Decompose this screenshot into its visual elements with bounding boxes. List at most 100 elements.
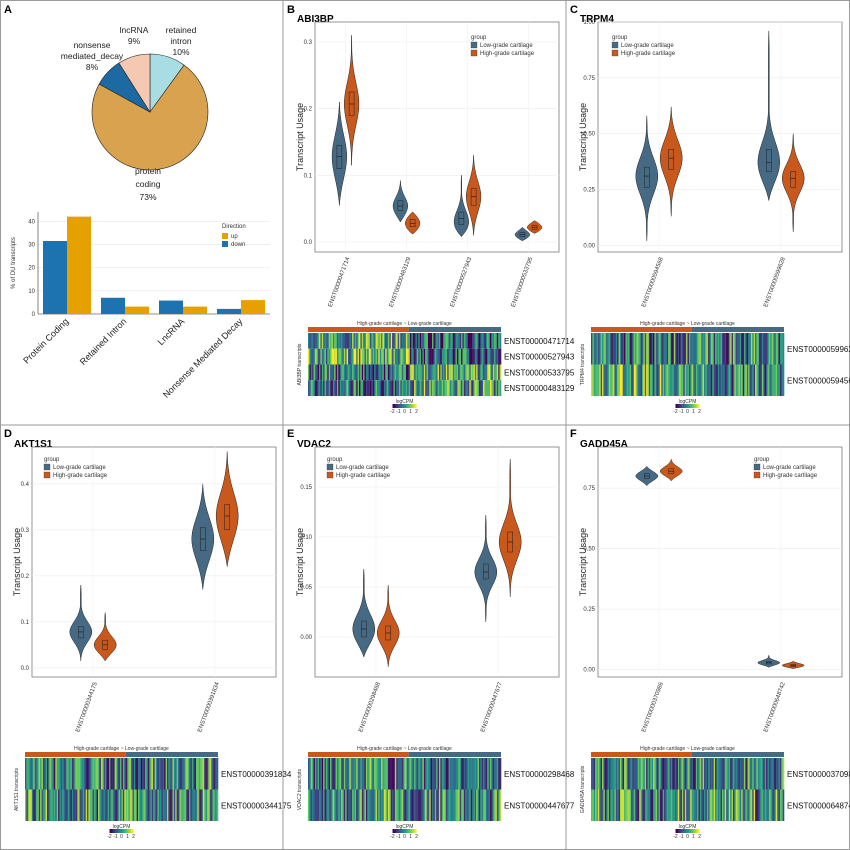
heatmap-cell (151, 758, 154, 790)
heatmap-cell (367, 348, 369, 365)
heatmap-cell (485, 333, 488, 349)
heatmap-cell (647, 789, 650, 821)
bar-lncrna-down (159, 300, 183, 314)
heatmap-cell (332, 789, 335, 821)
violin-enst00000370986-high (659, 458, 683, 482)
heatmap-cell (449, 758, 452, 790)
heatmap-cell (717, 364, 720, 396)
heatmap-cell (353, 364, 356, 381)
heatmap-legend-tick: 2 (132, 834, 135, 840)
heatmap-cell (211, 758, 213, 790)
bar-legend-title: Direction (222, 224, 246, 230)
heatmap-cell (418, 380, 420, 396)
heatmap-cell (633, 364, 636, 396)
heatmap-cell (771, 789, 774, 821)
heatmap-cell (102, 758, 104, 790)
heatmap-cell (472, 380, 474, 396)
heatmap-cell (66, 758, 69, 790)
heatmap-cell (316, 789, 318, 821)
heatmap-cells (591, 758, 785, 821)
heatmap-cell (350, 789, 353, 821)
heatmap-cell (436, 380, 438, 396)
heatmap-cell (310, 789, 313, 821)
heatmap-cell (127, 758, 129, 790)
heatmap-cell (704, 789, 706, 821)
heatmap-cell (120, 789, 122, 821)
heatmap-legend-tick: 0 (403, 834, 406, 840)
heatmap-cell (360, 380, 363, 396)
heatmap-cell (651, 758, 654, 790)
heatmap-cell (643, 758, 646, 790)
heatmap-cell (52, 789, 55, 821)
heatmap-cell (346, 333, 349, 349)
heatmap-cell (381, 364, 383, 381)
heatmap-cell (681, 789, 684, 821)
heatmap-cell (705, 364, 708, 396)
heatmap-cell (383, 333, 386, 349)
heatmap-cell (639, 789, 641, 821)
heatmap-cell (166, 789, 169, 821)
heatmap-cell (334, 758, 336, 790)
heatmap-cell (401, 333, 404, 349)
heatmap-legend-swatch (111, 829, 114, 833)
pie-chart: protein coding 73%nonsense mediated_decay 8%… (61, 25, 209, 202)
heatmap-cell (419, 789, 422, 821)
heatmap-cell (41, 758, 44, 790)
heatmap-cell (379, 364, 382, 381)
heatmap-cell (370, 333, 372, 349)
heatmap-cell (394, 348, 397, 365)
heatmap-cell (309, 364, 312, 381)
heatmap-cell (87, 758, 89, 790)
heatmap-cell (169, 789, 172, 821)
heatmap-cell (404, 364, 407, 381)
group-legend-label: Low-grade cartilage (763, 465, 816, 471)
heatmap-cell (104, 758, 107, 790)
heatmap-cell (593, 364, 596, 396)
heatmap-cell (619, 333, 622, 365)
heatmap-cell (487, 758, 489, 790)
heatmap-cell (335, 364, 338, 381)
heatmap-cell (655, 333, 658, 365)
heatmap-cell (629, 333, 632, 365)
heatmap-cell (611, 333, 614, 365)
heatmap-cell (88, 758, 91, 790)
heatmap-cell (343, 348, 346, 365)
heatmap-cell (618, 333, 621, 365)
heatmap-cell (709, 758, 712, 790)
heatmap-legend-swatch (117, 829, 120, 833)
heatmap-cell (165, 758, 168, 790)
heatmap-cell (597, 364, 600, 396)
violin-ytick-label: 0.75 (583, 76, 595, 82)
heatmap-cell (701, 789, 703, 821)
heatmap-cell (449, 333, 452, 349)
heatmap-cell (335, 789, 338, 821)
heatmap-cell (216, 758, 219, 790)
heatmap-cell (171, 789, 173, 821)
heatmap-cell (636, 333, 639, 365)
heatmap-cell (392, 348, 394, 365)
heatmap-cell (449, 789, 452, 821)
heatmap-cell (345, 333, 347, 349)
heatmap-cell (80, 789, 82, 821)
group-legend-label: High-grade cartilage (763, 473, 818, 479)
heatmap-cell (766, 364, 768, 396)
heatmap-row-label: ENST00000533795 (504, 368, 575, 377)
heatmap-cell (317, 380, 320, 396)
heatmap-cell (378, 758, 380, 790)
heatmap-cell (440, 333, 443, 349)
heatmap-cell (372, 758, 375, 790)
heatmap-cell (103, 789, 106, 821)
heatmap-cell (360, 348, 363, 365)
heatmap-cell (455, 364, 458, 381)
heatmap-cell (365, 789, 368, 821)
heatmap-cell (213, 789, 216, 821)
heatmap-cell (472, 348, 474, 365)
heatmap-cell (360, 364, 363, 381)
heatmap-legend-tick: 2 (415, 409, 418, 415)
heatmap-cell (684, 333, 687, 365)
heatmap-cell (455, 758, 458, 790)
heatmap-cell (414, 789, 416, 821)
heatmap-cell (353, 333, 356, 349)
heatmap-cell (622, 364, 625, 396)
heatmap-cell (637, 333, 640, 365)
